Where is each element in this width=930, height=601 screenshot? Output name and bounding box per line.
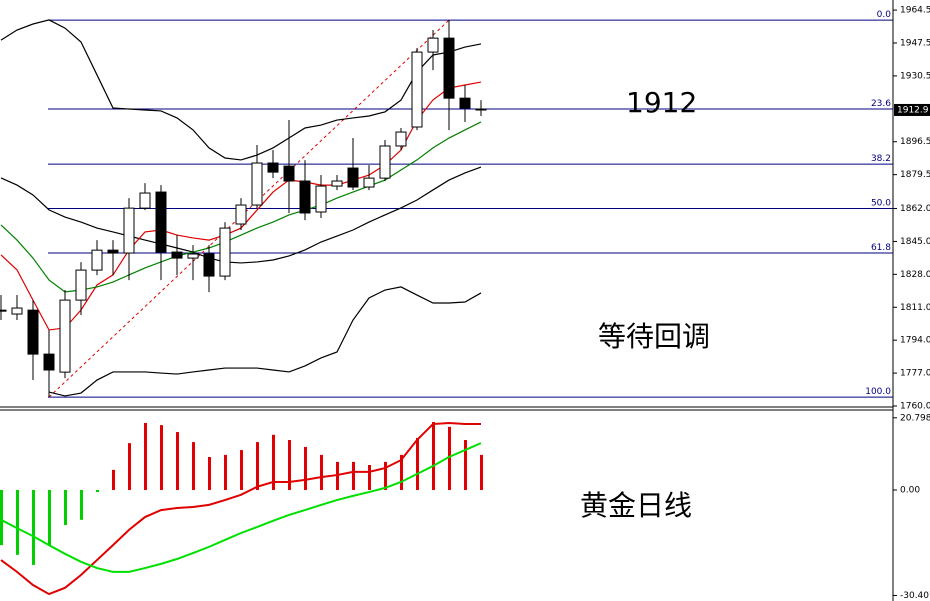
y-tick-label: 1760.0 [900,402,930,412]
y-tick-label: 1862.0 [900,204,930,214]
candle-body [203,253,215,277]
candle-body [283,165,295,182]
histogram-bar [128,443,131,490]
histogram-bar [80,489,83,520]
y-tick-label: 1879.5 [900,170,930,180]
histogram-bar [32,489,35,565]
candle-body [251,162,263,206]
fib-label: 23.6 [871,99,891,109]
y-tick-label: 1828.0 [900,270,930,280]
histogram-bar [464,440,467,490]
y-tick-label: 1947.5 [900,38,930,48]
candle-body [299,180,311,214]
candle-body [27,309,39,355]
y-tick-label: 1964.5 [900,6,930,16]
histogram-bar [288,440,291,490]
candle-body [155,191,167,253]
candle-body [123,207,135,254]
candle-body [411,51,423,128]
annotation: 等待回调 [598,320,710,353]
candle-body [219,227,231,277]
candle-body [315,185,327,213]
candle-body [139,192,151,209]
histogram-bar [256,442,259,490]
last-price-label: 1912.9 [897,105,929,115]
histogram-bar [192,442,195,490]
candle-body [187,253,199,259]
histogram-bar [368,464,371,490]
candle-body [347,167,359,188]
histogram-bar [448,426,451,490]
candle-body [75,269,87,301]
annotation: 1912 [626,86,697,119]
y-tick-label: 0.00 [900,485,920,495]
candle-body [427,37,439,53]
candle-body [267,162,279,173]
candle-body [235,204,247,225]
histogram-bar [352,461,355,490]
histogram-bar [48,489,51,546]
histogram-bar [224,454,227,490]
indicator-line [0,166,482,264]
candle-body [379,145,391,179]
candle-body [43,353,55,371]
fib-label: 38.2 [871,154,891,164]
last-price-box [894,103,930,116]
y-tick-label: 1794.0 [900,336,930,346]
candle-body [331,180,343,187]
histogram-bar [208,457,211,490]
candle-body [0,309,7,312]
histogram-bar [416,437,419,490]
macd-line [0,422,481,596]
histogram-bar [64,489,67,526]
histogram-bar [144,423,147,490]
y-tick-label: 1896.5 [900,137,930,147]
histogram-bar [0,489,3,546]
candle-body [171,251,183,259]
candle-body [395,131,407,147]
histogram-bar [240,450,243,490]
histogram-bar [16,489,19,555]
histogram-bar [480,454,483,490]
candle-body [363,177,375,188]
fib-label: 0.0 [877,10,892,20]
annotation: 黄金日线 [580,489,692,522]
candle-body [11,307,23,315]
y-tick-label: 1777.0 [900,369,930,379]
histogram-bar [304,446,307,490]
histogram-bar [432,421,435,490]
histogram-bar [272,434,275,490]
indicator-line [48,286,482,397]
fib-label: 61.8 [871,243,891,253]
candle-body [59,299,71,373]
candle-body [107,249,119,254]
histogram-bar [96,489,99,493]
fib-label: 100.0 [865,387,891,397]
y-tick-label: 1811.0 [900,303,930,313]
histogram-bar [176,432,179,490]
histogram-bar [320,454,323,490]
fib-label: 50.0 [871,199,891,209]
macd-line [0,442,482,573]
histogram-bar [160,425,163,490]
fib-anchor [48,19,450,398]
y-tick-label: 1845.0 [900,237,930,247]
y-tick-label: -30.407 [900,591,930,601]
histogram-bar [384,461,387,490]
candle-body [459,97,471,109]
candle-body [91,249,103,271]
y-tick-label: 20.7989 [900,413,930,423]
candle-body [443,37,455,99]
y-tick-label: 1930.5 [900,71,930,81]
candle-body [475,108,487,111]
histogram-bar [400,454,403,490]
indicator-line [0,19,482,161]
histogram-bar [112,469,115,490]
